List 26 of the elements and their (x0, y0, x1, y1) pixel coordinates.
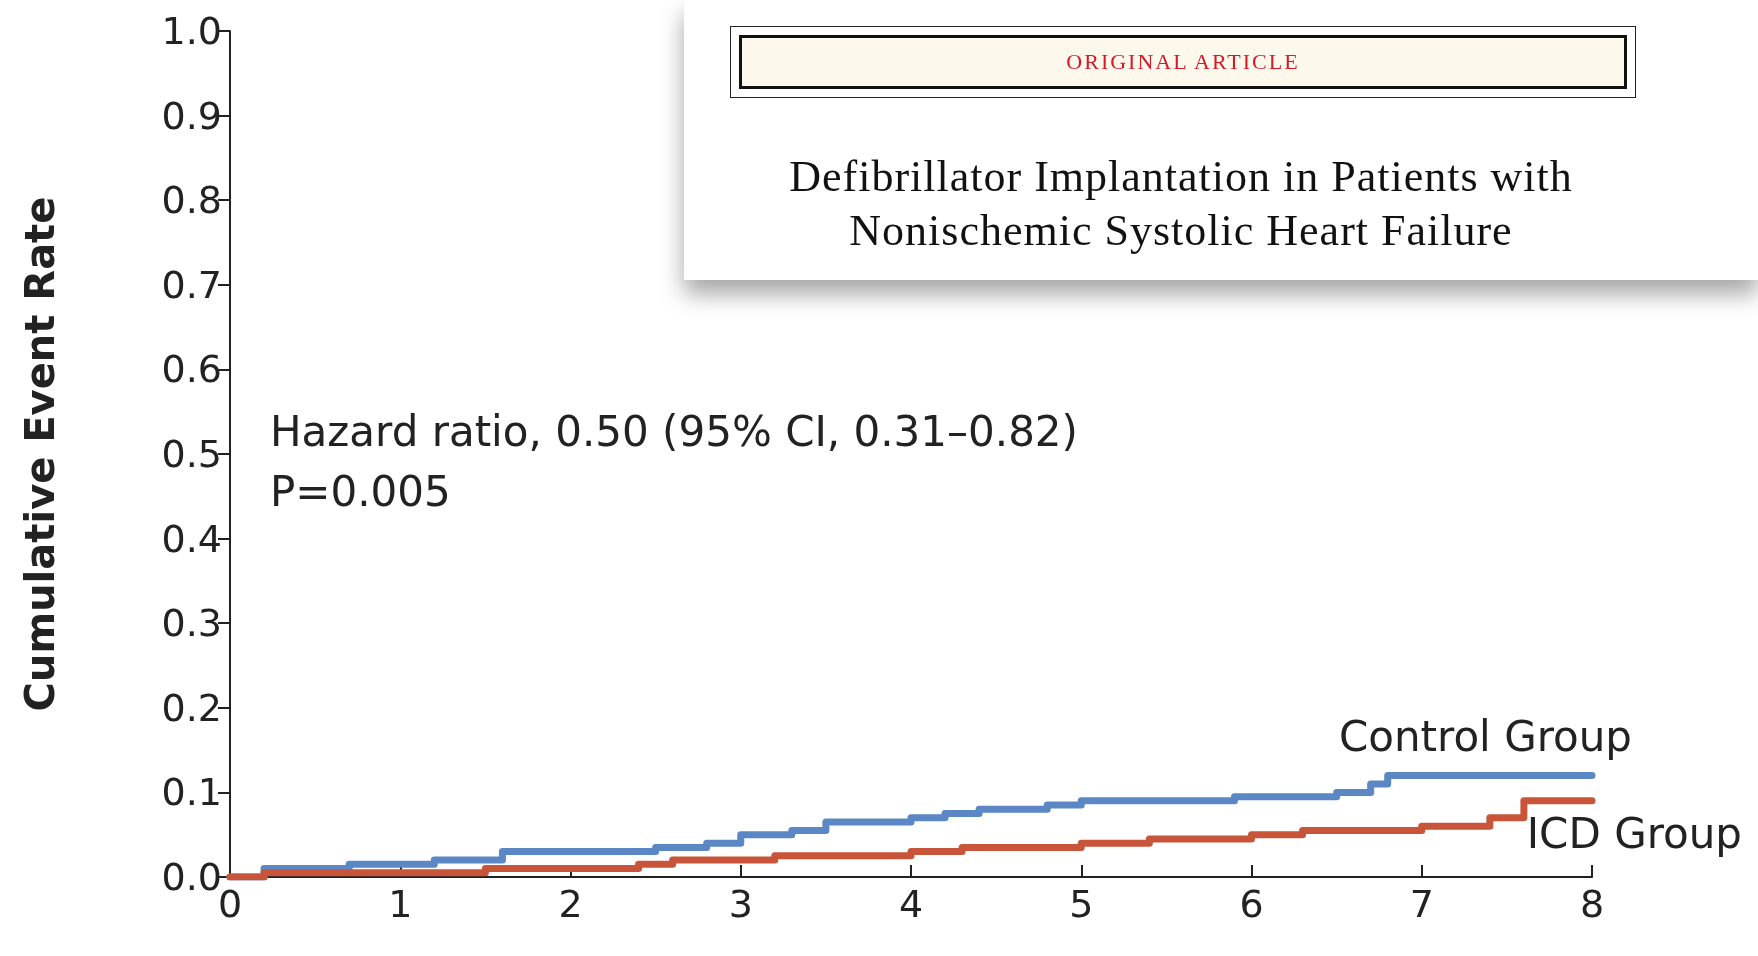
y-tick-label: 0.8 (161, 178, 222, 223)
series-label: Control Group (1338, 711, 1633, 761)
x-tick-label: 4 (898, 882, 924, 926)
y-tick-label: 1.0 (161, 9, 222, 53)
banner: ORIGINAL ARTICLE (739, 35, 1627, 89)
y-tick-label: 0.3 (161, 601, 222, 646)
y-tick-label: 0.2 (161, 685, 222, 730)
y-tick-label: 0.7 (161, 262, 222, 307)
y-tick-label: 0.4 (161, 516, 222, 561)
x-tick-label: 8 (1579, 882, 1605, 926)
x-tick-label: 1 (388, 882, 413, 926)
y-tick-label: 0.0 (161, 855, 222, 899)
y-tick-label: 0.6 (161, 347, 222, 392)
x-tick-label: 2 (558, 882, 583, 926)
x-tick-label: 5 (1069, 882, 1094, 926)
y-axis-title: Cumulative Event Rate (17, 196, 63, 712)
series-label: ICD Group (1526, 809, 1743, 859)
x-tick-label: 7 (1409, 882, 1434, 926)
y-tick-label: 0.1 (161, 770, 222, 815)
annotation: P=0.005 (270, 466, 451, 516)
article-header-card: ORIGINAL ARTICLE Defibrillator Implantation in Patients with Nonischemic Systolic Heart Failure (684, 0, 1758, 280)
x-tick-label: 3 (728, 882, 753, 926)
y-tick-label: 0.5 (161, 432, 222, 476)
y-tick-label: 0.9 (161, 93, 222, 138)
annotation: Hazard ratio, 0.50 (95% CI, 0.31–0.82) (270, 406, 1078, 456)
x-tick-label: 6 (1239, 882, 1264, 926)
